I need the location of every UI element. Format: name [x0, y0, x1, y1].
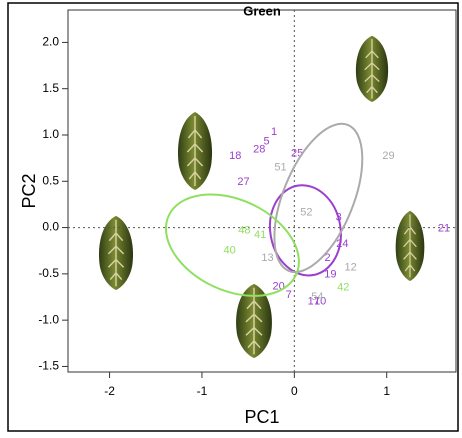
point-label: 29	[382, 150, 394, 162]
outer-frame	[7, 2, 459, 432]
point-label: 12	[345, 261, 357, 273]
confidence-ellipse	[268, 184, 342, 277]
y-tick-label: 0.0	[42, 220, 59, 234]
point-label: 40	[224, 245, 236, 257]
confidence-ellipse	[164, 193, 300, 297]
point-label: 41	[254, 229, 266, 241]
point-label: 5	[264, 135, 270, 147]
point-label: 28	[253, 144, 265, 156]
point-label: 18	[229, 150, 241, 162]
point-label: 21	[438, 222, 450, 234]
point-label: 51	[274, 161, 286, 173]
x-tick-label: 0	[291, 384, 298, 398]
y-tick-label: -0.5	[38, 266, 59, 280]
point-label: 48	[238, 224, 250, 236]
plot-frame	[67, 9, 457, 373]
point-label: 42	[337, 282, 349, 294]
y-tick-label: 1.0	[42, 127, 59, 141]
leaf-images	[98, 35, 426, 359]
y-tick-label: -1.0	[38, 312, 59, 326]
y-tick-label: 2.0	[42, 35, 59, 49]
confidence-ellipse	[273, 122, 364, 274]
x-tick-label: -2	[104, 384, 115, 398]
y-axis-label: PC2	[19, 173, 39, 208]
point-label: 13	[261, 252, 273, 264]
point-label: 10	[314, 296, 326, 308]
x-tick-label: 1	[383, 384, 390, 398]
y-tick-label: 0.5	[42, 173, 59, 187]
point-label: 27	[237, 176, 249, 188]
point-label: 19	[324, 269, 336, 281]
chart-title: Green	[243, 3, 281, 18]
point-label: 2	[325, 252, 331, 264]
y-tick-label: 1.5	[42, 81, 59, 95]
x-tick-label: -1	[197, 384, 208, 398]
point-label: 52	[300, 207, 312, 219]
point-label: 3	[336, 211, 342, 223]
x-axis-label: PC1	[244, 407, 279, 427]
point-label: 1	[271, 126, 277, 138]
point-label: 17	[308, 296, 320, 308]
point-label: 7	[286, 289, 292, 301]
point-label: 24	[336, 238, 348, 250]
y-tick-label: -1.5	[38, 359, 59, 373]
point-label: 54	[311, 291, 323, 303]
